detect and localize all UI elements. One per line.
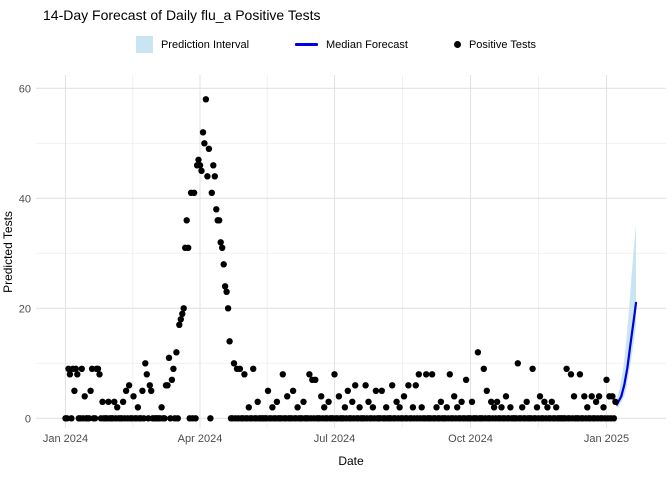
legend-item-positive-tests: Positive Tests bbox=[453, 38, 537, 51]
svg-text:Jan 2024: Jan 2024 bbox=[43, 433, 88, 445]
svg-text:20: 20 bbox=[19, 303, 31, 315]
positive-tests-swatch-icon bbox=[453, 41, 461, 48]
chart-title: 14-Day Forecast of Daily flu_a Positive … bbox=[43, 7, 321, 23]
svg-text:Oct 2024: Oct 2024 bbox=[448, 433, 493, 445]
svg-text:0: 0 bbox=[25, 413, 31, 425]
svg-text:40: 40 bbox=[19, 193, 31, 205]
chart-legend: Prediction Interval Median Forecast Posi… bbox=[0, 36, 672, 53]
legend-label-prediction-interval: Prediction Interval bbox=[160, 38, 250, 51]
svg-text:Jul 2024: Jul 2024 bbox=[314, 433, 356, 445]
legend-item-prediction-interval: Prediction Interval bbox=[135, 36, 250, 53]
svg-text:Apr 2024: Apr 2024 bbox=[178, 433, 223, 445]
median-forecast-line bbox=[615, 301, 638, 406]
y-axis-title: Predicted Tests bbox=[1, 211, 15, 293]
svg-text:Jan 2025: Jan 2025 bbox=[584, 433, 629, 445]
median-forecast-swatch-icon bbox=[295, 43, 319, 46]
legend-item-median-forecast: Median Forecast bbox=[295, 39, 408, 51]
prediction-interval-swatch-icon bbox=[135, 36, 153, 53]
legend-label-median-forecast: Median Forecast bbox=[326, 38, 408, 51]
x-axis-title: Date bbox=[338, 454, 364, 468]
svg-text:60: 60 bbox=[19, 83, 31, 95]
legend-label-positive-tests: Positive Tests bbox=[468, 38, 537, 51]
